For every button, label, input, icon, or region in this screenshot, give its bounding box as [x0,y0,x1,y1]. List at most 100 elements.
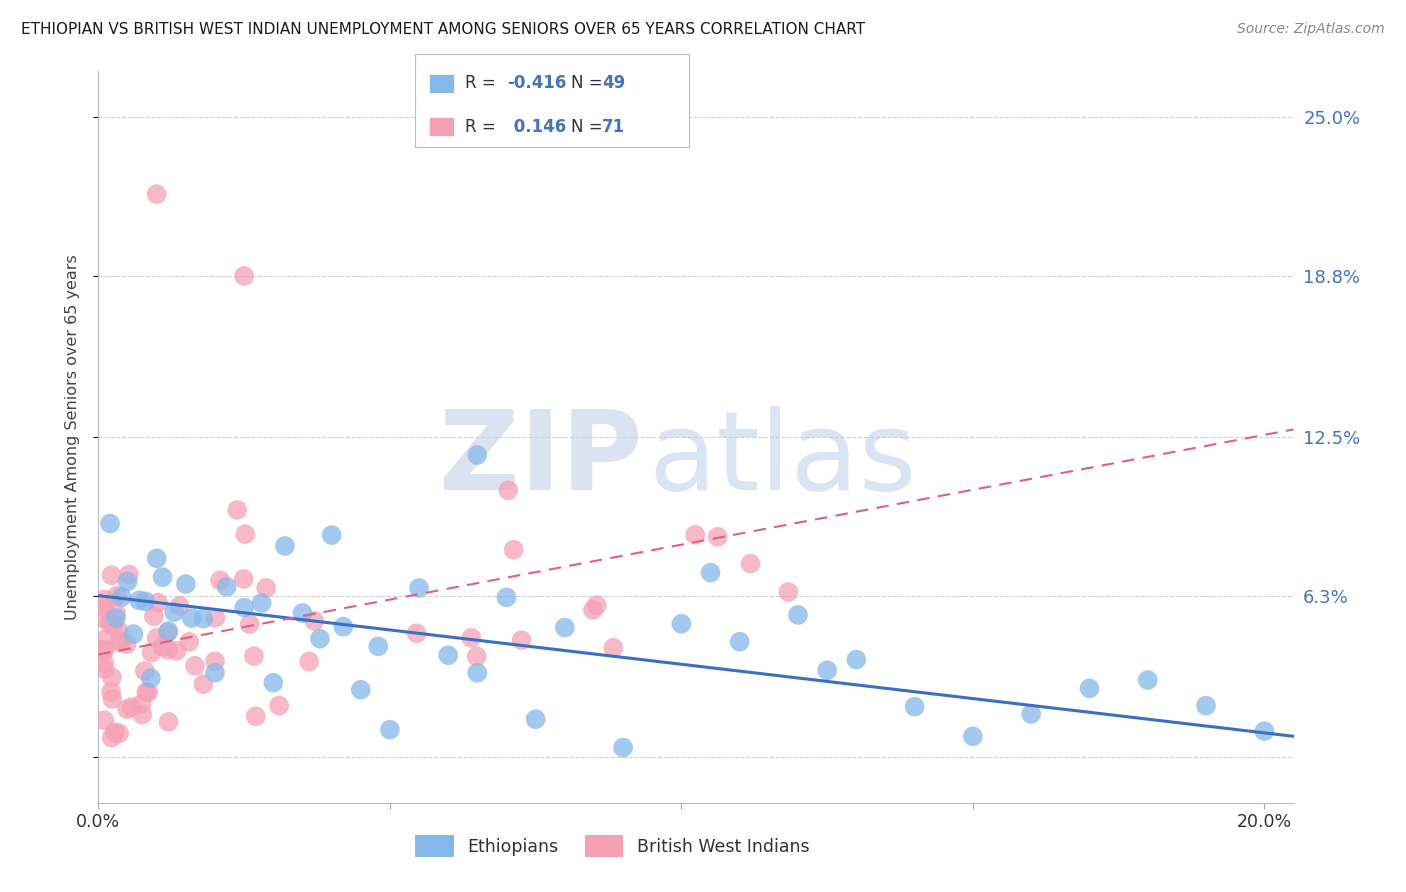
Point [101,670,124,684]
Point [93,714,115,728]
Point [193,677,215,691]
Point [134,664,156,678]
Point [107,624,129,638]
Point [100,685,122,699]
Point [467,448,489,462]
Point [602,640,624,655]
Legend: Ethiopians, British West Indians: Ethiopians, British West Indians [408,829,817,863]
Point [145,551,167,566]
Point [245,709,267,723]
Point [350,682,373,697]
Point [298,655,321,669]
Point [778,585,800,599]
Text: atlas: atlas [648,406,917,513]
Point [135,685,157,699]
Point [1078,681,1101,696]
Text: N =: N = [571,118,607,136]
Point [180,611,202,625]
Point [184,658,207,673]
Point [105,589,128,603]
Point [128,593,150,607]
Point [226,503,249,517]
Point [1136,673,1159,687]
Point [309,632,332,646]
Point [93,600,115,615]
Point [108,726,131,740]
Point [121,700,143,714]
Point [378,723,401,737]
Point [145,631,167,645]
Y-axis label: Unemployment Among Seniors over 65 years: Unemployment Among Seniors over 65 years [65,254,80,620]
Point [157,643,180,657]
Text: N =: N = [571,75,607,93]
Point [117,574,139,589]
Point [115,637,138,651]
Point [269,698,291,713]
Text: 0.146: 0.146 [508,118,565,136]
Point [367,640,389,654]
Point [467,665,489,680]
Point [93,642,115,657]
Point [115,702,138,716]
Point [243,649,266,664]
Point [699,566,721,580]
Point [612,740,634,755]
Text: ZIP: ZIP [439,406,643,513]
Point [582,603,605,617]
Point [93,611,115,625]
Point [157,714,180,729]
Point [233,527,256,541]
Point [728,634,751,648]
Point [93,662,115,676]
Point [706,530,728,544]
Point [1195,698,1218,713]
Point [93,632,115,647]
Point [103,618,125,632]
Point [100,731,122,745]
Point [274,539,297,553]
Point [845,652,868,666]
Point [136,685,159,699]
Point [122,627,145,641]
Point [495,591,517,605]
Point [141,646,163,660]
Point [262,675,284,690]
Point [250,596,273,610]
Point [104,611,127,625]
Point [498,483,520,498]
Point [1019,706,1042,721]
Text: -0.416: -0.416 [508,75,567,93]
Point [321,528,343,542]
Point [145,187,167,202]
Point [100,568,122,582]
Point [815,663,838,677]
Point [105,607,128,621]
Point [408,581,430,595]
Point [460,631,482,645]
Point [108,635,131,649]
Point [302,614,325,628]
Point [152,570,174,584]
Point [110,634,132,648]
Point [98,617,121,632]
Point [166,644,188,658]
Point [157,624,180,639]
Point [111,590,134,604]
Point [683,528,706,542]
Point [98,516,121,531]
Point [585,598,607,612]
Point [962,729,984,743]
Point [156,626,179,640]
Point [233,268,256,283]
Point [465,649,488,664]
Text: ETHIOPIAN VS BRITISH WEST INDIAN UNEMPLOYMENT AMONG SENIORS OVER 65 YEARS CORREL: ETHIOPIAN VS BRITISH WEST INDIAN UNEMPLO… [21,22,865,37]
Point [142,609,165,624]
Point [163,605,186,619]
Point [152,640,174,654]
Point [131,707,153,722]
Point [254,581,277,595]
Point [209,574,232,588]
Point [93,592,115,607]
Point [332,619,354,633]
Point [139,671,162,685]
